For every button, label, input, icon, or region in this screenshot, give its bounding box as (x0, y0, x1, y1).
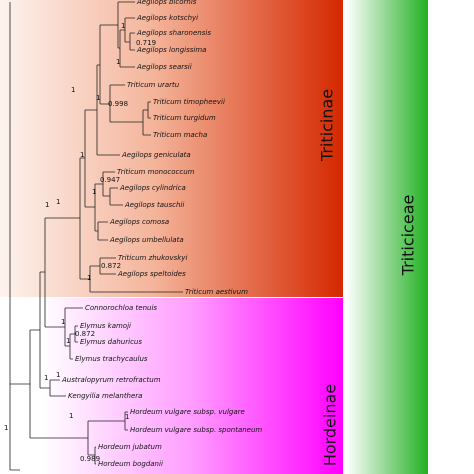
support-value: 1 (56, 371, 60, 379)
support-value: 0.947 (100, 176, 120, 184)
taxon-label: Triticum macha (153, 131, 207, 139)
taxon-label: Aegilops searsii (136, 63, 192, 71)
support-value: 1 (116, 58, 120, 66)
taxon-label: Elymus dahuricus (80, 338, 142, 346)
taxon-label: Triticum zhukovskyi (118, 254, 187, 262)
taxon-label: Aegilops longissima (136, 46, 206, 54)
support-value: 1 (121, 22, 125, 30)
taxon-label: Triticum aestivum (185, 288, 248, 296)
support-value: 0.998 (108, 100, 128, 108)
support-value: 1 (71, 86, 75, 94)
support-value: 1 (44, 374, 48, 382)
support-value: 1 (66, 337, 70, 345)
taxon-label: Elymus trachycaulus (75, 355, 148, 363)
triticinae-band (0, 0, 343, 297)
support-value: 0.989 (80, 455, 100, 463)
taxon-label: Aegilops umbellulata (109, 236, 184, 244)
taxon-label: Connorochloa tenuis (85, 304, 157, 312)
support-value: 1 (56, 198, 60, 206)
taxon-label: Triticum monococcum (117, 168, 195, 176)
taxon-label: Aegilops cylindrica (119, 184, 186, 192)
taxon-label: Triticum turgidum (153, 114, 216, 122)
clade-label: Hordeinae (321, 384, 340, 466)
taxon-label: Aegilops bicornis (136, 0, 197, 6)
taxon-label: Aegilops tauschii (124, 201, 184, 209)
taxon-label: Hordeum vulgare subsp. vulgare (130, 408, 245, 416)
support-value: 0.719 (136, 39, 156, 47)
support-value: 1 (87, 274, 91, 282)
support-value: 0.872 (75, 330, 95, 338)
taxon-label: Aegilops comosa (109, 218, 169, 226)
support-value: 1 (61, 318, 65, 326)
support-value: 1 (4, 424, 8, 432)
tree-branches (9, 1, 183, 471)
taxon-label: Triticum timopheevii (153, 98, 225, 106)
taxon-label: Triticum urartu (127, 81, 180, 89)
taxon-label: Elymus kamoji (80, 322, 131, 330)
support-value: 0.872 (101, 262, 121, 270)
taxon-label: Australopyrum retrofractum (61, 376, 161, 384)
support-value: 1 (45, 201, 49, 209)
support-value: 1 (92, 188, 96, 196)
taxon-label: Aegilops geniculata (121, 151, 191, 159)
taxon-label: Aegilops sharonensis (136, 29, 211, 37)
taxon-label: Hordeum vulgare subsp. spontaneum (130, 426, 262, 434)
taxon-label: Hordeum bogdanii (98, 460, 163, 468)
support-value: 1 (96, 94, 100, 102)
clade-label: Triticinae (318, 89, 337, 162)
taxon-label: Aegilops kotschyi (136, 14, 198, 22)
taxon-label: Kengyilia melanthera (68, 392, 142, 400)
clade-label: Triticiceae (399, 195, 418, 277)
support-value: 1 (80, 151, 84, 159)
taxon-label: Hordeum jubatum (98, 443, 162, 451)
taxon-label: Aegilops speltoides (117, 270, 186, 278)
support-value: 1 (125, 413, 129, 421)
hordeinae-band (42, 298, 343, 474)
triticiceae-band (346, 0, 428, 474)
support-value: 1 (69, 412, 73, 420)
